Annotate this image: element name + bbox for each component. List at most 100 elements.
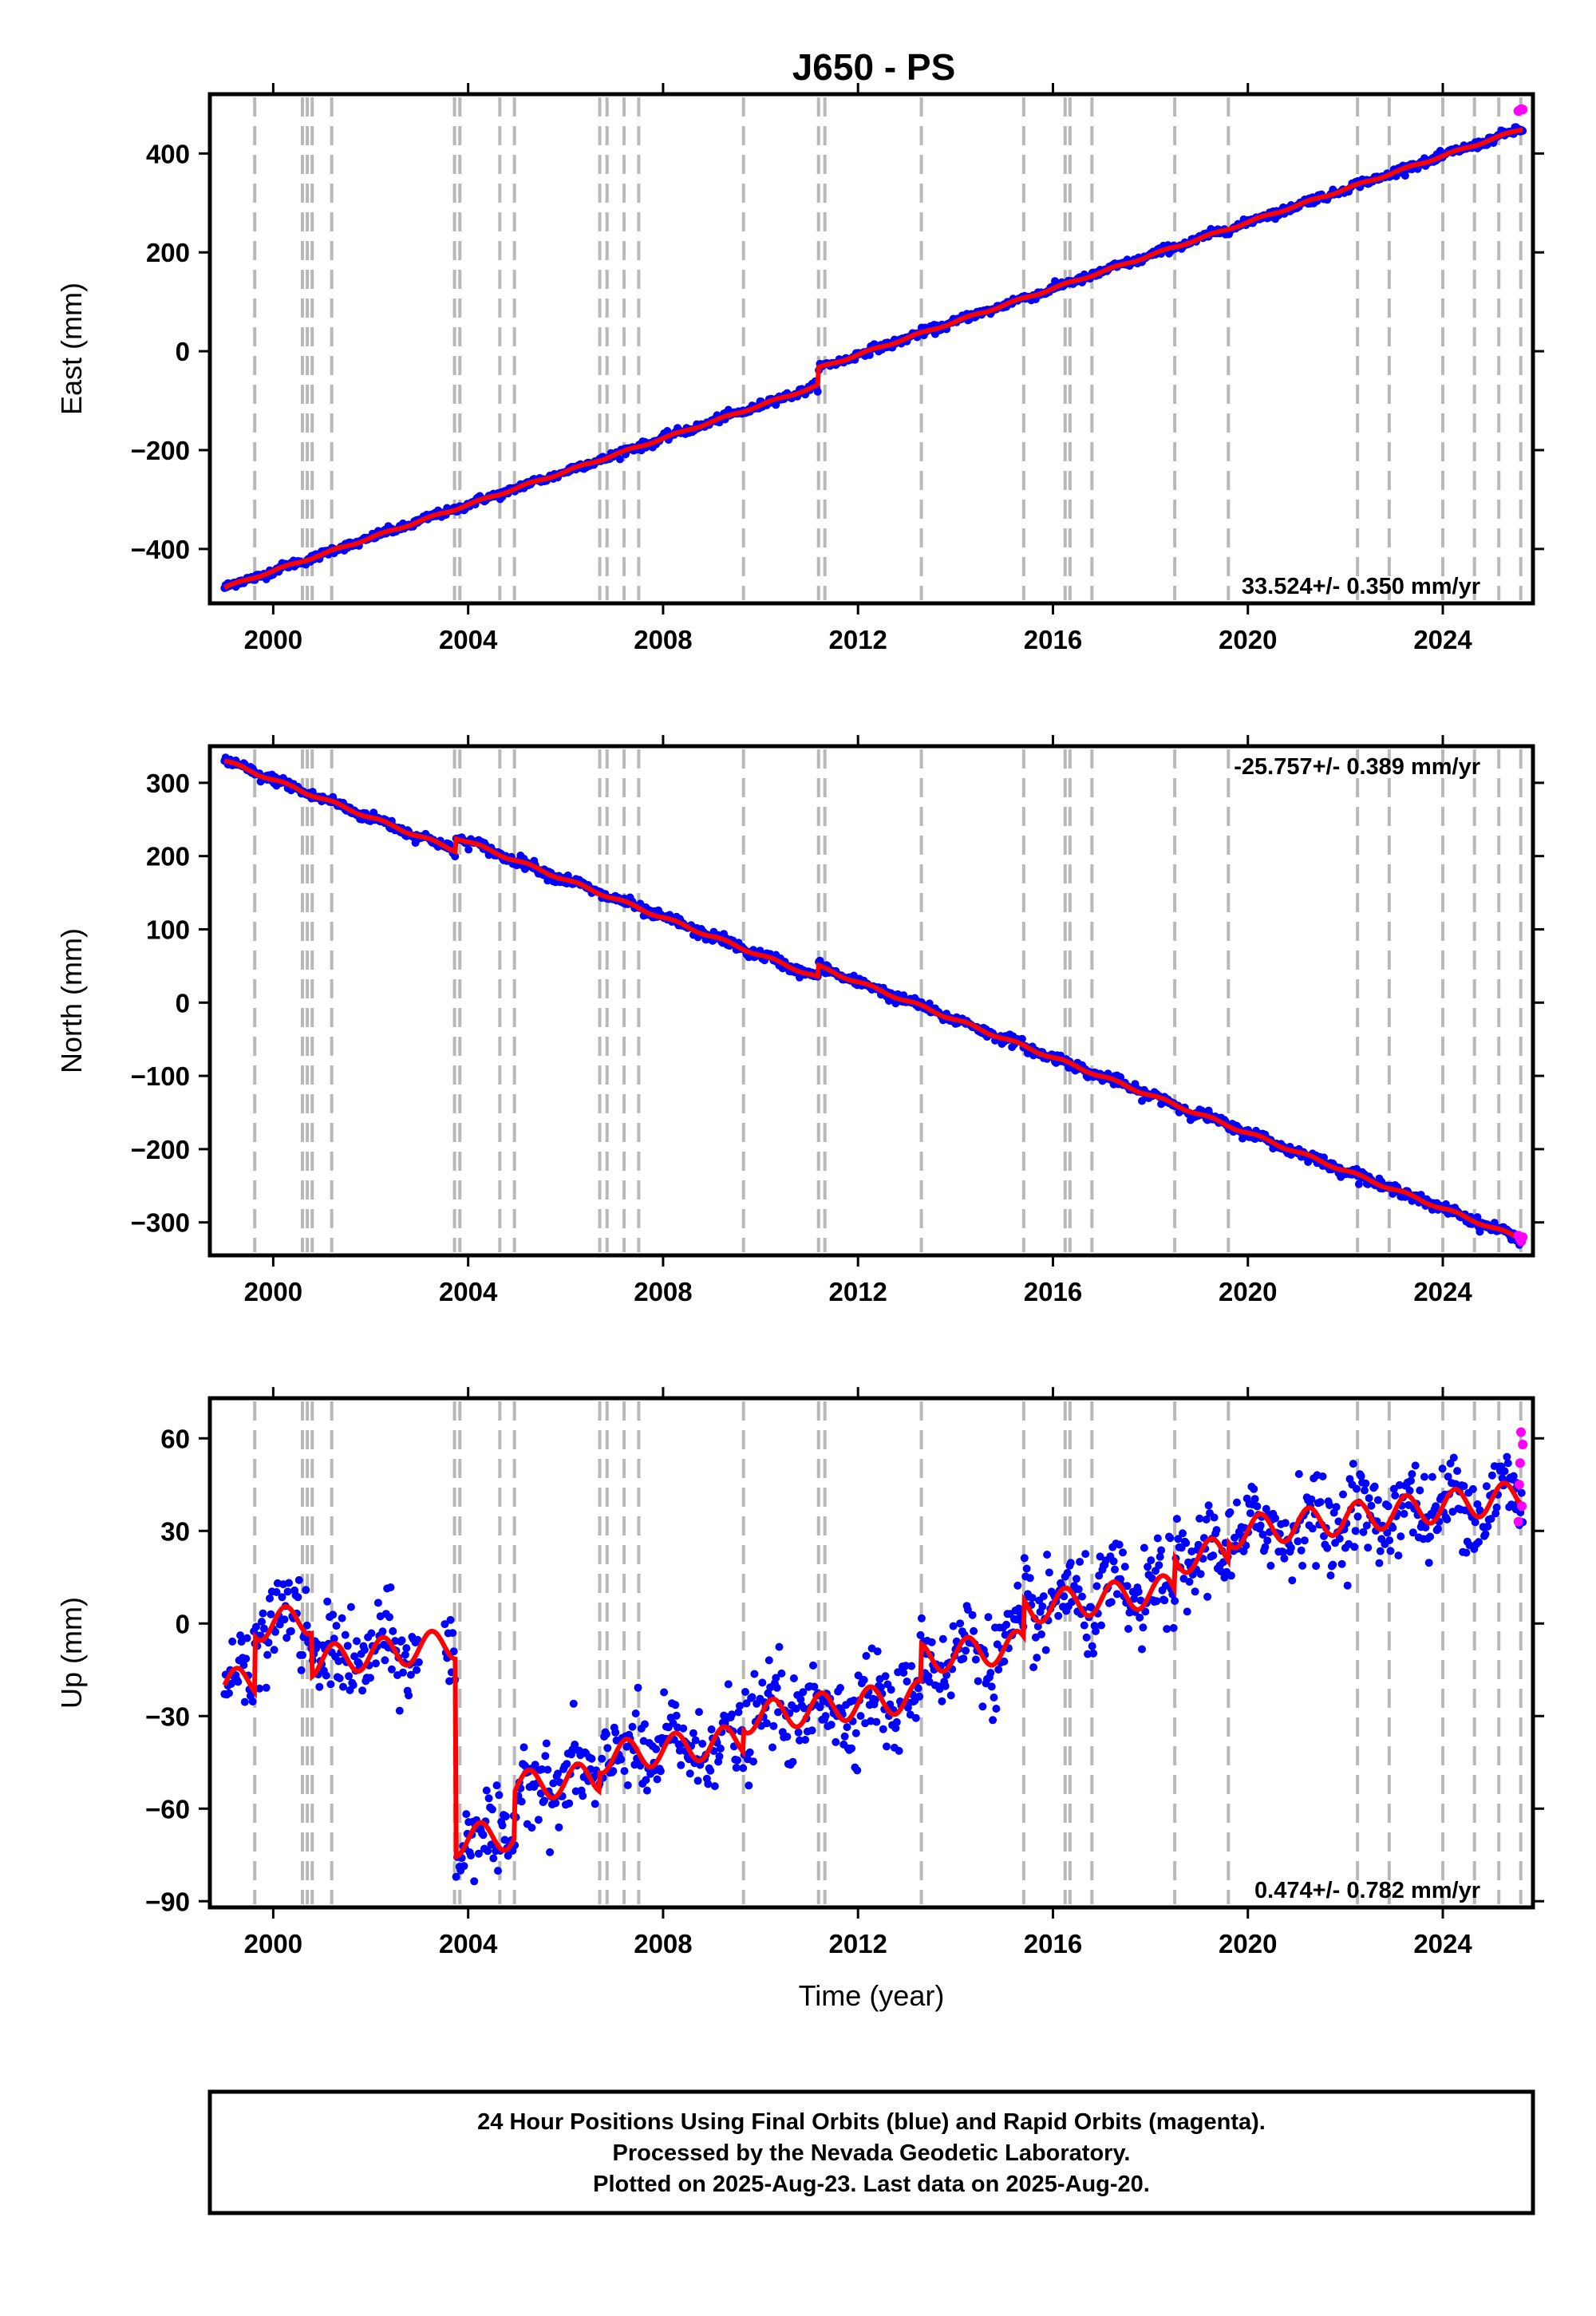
- final-orbit-point: [1078, 1592, 1086, 1601]
- final-orbit-point: [1483, 1522, 1492, 1531]
- y-tick-label: 0: [176, 988, 190, 1018]
- final-orbit-point: [602, 1729, 610, 1738]
- final-orbit-point: [1212, 1526, 1221, 1535]
- rapid-orbit-point: [1515, 1458, 1525, 1468]
- final-orbit-point: [1312, 1562, 1321, 1571]
- final-orbit-point: [484, 1794, 493, 1803]
- final-orbit-point: [1041, 1646, 1050, 1654]
- final-orbit-point: [1227, 1571, 1235, 1580]
- final-orbit-point: [1424, 1559, 1433, 1567]
- final-orbit-point: [1318, 1472, 1327, 1480]
- up-rapid-points: [1513, 1427, 1528, 1527]
- final-orbit-point: [1384, 1502, 1393, 1511]
- final-orbit-point: [887, 1686, 895, 1694]
- east-event-lines: [253, 97, 1523, 600]
- final-orbit-point: [938, 1697, 946, 1705]
- final-orbit-point: [768, 1743, 776, 1752]
- final-orbit-point: [378, 1627, 387, 1636]
- final-orbit-point: [796, 1695, 805, 1704]
- final-orbit-point: [1376, 1547, 1385, 1555]
- final-orbit-point: [1156, 1552, 1164, 1561]
- final-orbit-point: [397, 1636, 406, 1645]
- final-orbit-point: [987, 1682, 996, 1691]
- final-orbit-point: [1307, 1495, 1316, 1504]
- final-orbit-point: [1033, 1654, 1041, 1662]
- final-orbit-point: [617, 1755, 626, 1764]
- final-orbit-point: [1475, 1538, 1483, 1547]
- rapid-orbit-point: [1518, 105, 1528, 115]
- final-orbit-point: [772, 401, 780, 409]
- final-orbit-point: [1400, 172, 1409, 180]
- final-orbit-point: [745, 1781, 753, 1790]
- final-orbit-point: [579, 1792, 587, 1800]
- final-orbit-point: [322, 1671, 330, 1680]
- final-orbit-point: [816, 1703, 824, 1712]
- x-tick-label: 2020: [1219, 625, 1277, 654]
- final-orbit-point: [1028, 1594, 1037, 1603]
- final-orbit-point: [642, 1776, 650, 1784]
- final-orbit-point: [519, 1743, 528, 1752]
- final-orbit-point: [1171, 1597, 1179, 1605]
- final-orbit-point: [1404, 1501, 1413, 1509]
- final-orbit-point: [634, 1683, 642, 1692]
- rapid-orbit-point: [1513, 1516, 1523, 1527]
- north-event-lines: [253, 749, 1523, 1252]
- final-orbit-point: [859, 1676, 868, 1684]
- final-orbit-point: [872, 1717, 881, 1726]
- final-orbit-point: [742, 1699, 751, 1708]
- x-tick-label: 2000: [244, 1929, 302, 1958]
- final-orbit-point: [598, 1754, 606, 1763]
- final-orbit-point: [1209, 1551, 1218, 1560]
- final-orbit-point: [294, 1593, 302, 1602]
- final-orbit-point: [1288, 1576, 1297, 1585]
- final-orbit-point: [1095, 1571, 1104, 1580]
- final-orbit-point: [962, 1646, 970, 1655]
- east-axis-ticks: 2000 2004 2008 2012 2016 2020 2024 −400 −200 0 200…: [131, 83, 1544, 654]
- final-orbit-point: [1250, 1495, 1259, 1504]
- final-orbit-point: [1361, 1486, 1369, 1495]
- final-orbit-point: [672, 1711, 681, 1720]
- up-y-axis-label: Up (mm): [55, 1597, 88, 1709]
- x-tick-label: 2012: [828, 1277, 887, 1306]
- final-orbit-point: [1253, 1502, 1262, 1511]
- final-orbit-point: [225, 1689, 233, 1697]
- final-orbit-point: [1271, 1514, 1280, 1523]
- final-orbit-point: [1353, 1512, 1362, 1521]
- final-orbit-point: [1481, 1530, 1490, 1539]
- final-orbit-point: [1386, 1547, 1395, 1555]
- final-orbit-point: [401, 1650, 409, 1659]
- final-orbit-point: [984, 1613, 993, 1622]
- final-orbit-point: [1082, 1633, 1091, 1642]
- final-orbit-point: [1335, 1535, 1344, 1543]
- rapid-orbit-point: [1514, 1480, 1524, 1490]
- final-orbit-point: [1326, 1571, 1335, 1580]
- north-rapid-points: [1513, 1231, 1528, 1247]
- final-orbit-point: [707, 1725, 716, 1733]
- final-orbit-point: [1365, 1494, 1373, 1503]
- final-orbit-point: [1492, 1503, 1501, 1512]
- final-orbit-point: [706, 1766, 715, 1775]
- final-orbit-point: [1191, 1587, 1199, 1596]
- north-panel: 2000 2004 2008 2012 2016 2020 2024−300−200−100…: [55, 735, 1544, 1306]
- final-orbit-point: [1172, 1515, 1181, 1524]
- final-orbit-point: [283, 1587, 292, 1596]
- final-orbit-point: [813, 387, 822, 396]
- final-orbit-point: [774, 1708, 783, 1717]
- x-tick-label: 2016: [1024, 625, 1082, 654]
- final-orbit-point: [827, 1721, 836, 1729]
- final-orbit-point: [542, 1739, 551, 1748]
- final-orbit-point: [259, 1609, 267, 1618]
- final-orbit-point: [282, 1634, 291, 1642]
- final-orbit-point: [1037, 1630, 1045, 1638]
- final-orbit-point: [358, 1686, 367, 1695]
- final-orbit-point: [1339, 1490, 1347, 1499]
- final-orbit-point: [591, 1800, 599, 1808]
- final-orbit-point: [1033, 1622, 1042, 1630]
- final-orbit-point: [907, 1662, 916, 1670]
- final-orbit-point: [862, 1651, 871, 1660]
- final-orbit-point: [603, 1744, 612, 1753]
- final-orbit-point: [489, 1854, 498, 1863]
- final-orbit-point: [1081, 1550, 1090, 1559]
- y-tick-label: 200: [146, 842, 190, 871]
- final-orbit-point: [1294, 1537, 1302, 1546]
